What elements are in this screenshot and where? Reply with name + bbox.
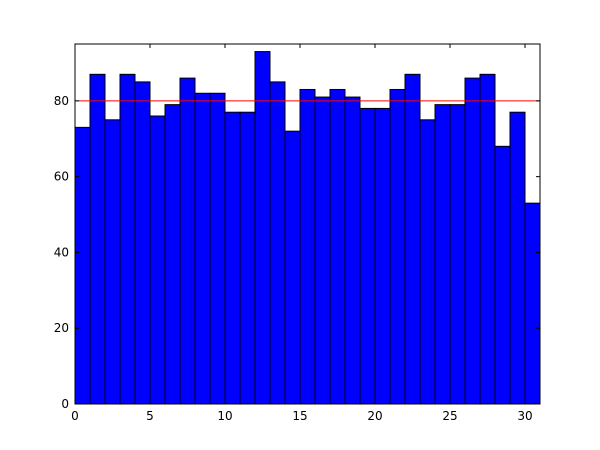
bar xyxy=(389,88,406,405)
bar xyxy=(314,96,331,405)
x-tick-label: 30 xyxy=(517,409,532,423)
bar xyxy=(509,111,526,405)
x-tick-label: 20 xyxy=(367,409,382,423)
y-tick-label: 60 xyxy=(54,170,69,184)
bar xyxy=(479,73,496,405)
bar xyxy=(284,130,301,405)
y-tick-label: 0 xyxy=(61,397,69,411)
bar xyxy=(149,115,166,405)
plot-frame xyxy=(74,43,541,405)
bar xyxy=(404,73,421,405)
bar xyxy=(329,88,346,405)
bar xyxy=(134,81,151,405)
bar xyxy=(209,92,226,405)
bar xyxy=(494,145,511,405)
x-tick-label: 10 xyxy=(217,409,232,423)
y-tick-label: 20 xyxy=(54,321,69,335)
bar xyxy=(434,104,451,405)
bar xyxy=(374,107,391,405)
bar xyxy=(194,92,211,405)
bar xyxy=(179,77,196,405)
y-tick-label: 40 xyxy=(54,245,69,259)
bar xyxy=(524,202,541,405)
bar xyxy=(299,88,316,405)
bar xyxy=(254,51,271,405)
x-tick-label: 5 xyxy=(146,409,154,423)
bar xyxy=(344,96,361,405)
bar xyxy=(449,104,466,405)
bar xyxy=(119,73,136,405)
y-tick-label: 80 xyxy=(54,94,69,108)
x-tick-label: 0 xyxy=(71,409,79,423)
bar xyxy=(89,73,106,405)
bar xyxy=(104,119,121,405)
x-tick-label: 25 xyxy=(442,409,457,423)
bar xyxy=(464,77,481,405)
bar xyxy=(224,111,241,405)
x-tick-label: 15 xyxy=(292,409,307,423)
bar xyxy=(239,111,256,405)
bar xyxy=(419,119,436,405)
bar xyxy=(359,107,376,405)
bar xyxy=(269,81,286,405)
bar xyxy=(74,126,91,405)
bar xyxy=(164,104,181,405)
